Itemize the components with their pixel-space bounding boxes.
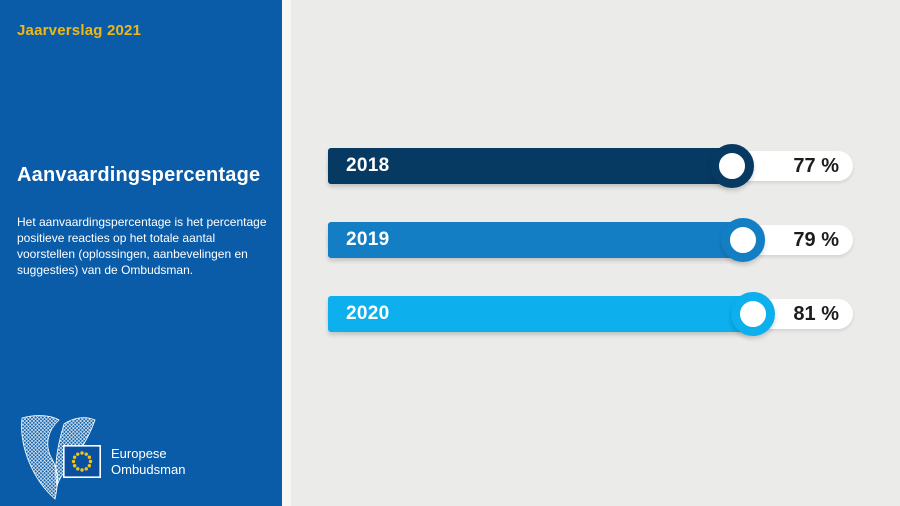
sidebar-edge-highlight [282, 0, 291, 506]
bar-row: 2020 81 % [328, 290, 853, 338]
bar-endpoint-dot-icon [721, 218, 765, 262]
report-eyebrow: Jaarverslag 2021 [17, 22, 142, 39]
bar-row: 2018 77 % [328, 142, 853, 190]
bar-endpoint-dot-icon [731, 292, 775, 336]
bar-row: 2019 79 % [328, 216, 853, 264]
bar-year-label: 2019 [346, 229, 390, 250]
bar-value-label: 79 % [793, 229, 839, 251]
bar-endpoint-dot-icon [710, 144, 754, 188]
bar-2018: 2018 [328, 148, 732, 184]
acceptance-rate-chart: 2018 77 % 2019 79 % 2020 81 % [328, 0, 853, 506]
bar-year-label: 2018 [346, 155, 390, 176]
bar-value-label: 77 % [793, 155, 839, 177]
bar-2019: 2019 [328, 222, 743, 258]
bar-year-label: 2020 [346, 303, 390, 324]
bar-value-label: 81 % [793, 303, 839, 325]
page-title: Aanvaardingspercentage [17, 164, 261, 186]
bar-2020: 2020 [328, 296, 753, 332]
sidebar: Jaarverslag 2021 Aanvaardingspercentage … [0, 0, 282, 506]
logo-org-name: Europese Ombudsman [111, 446, 186, 477]
eu-flag-icon [63, 445, 101, 478]
chart-description: Het aanvaardingspercentage is het percen… [17, 215, 267, 277]
